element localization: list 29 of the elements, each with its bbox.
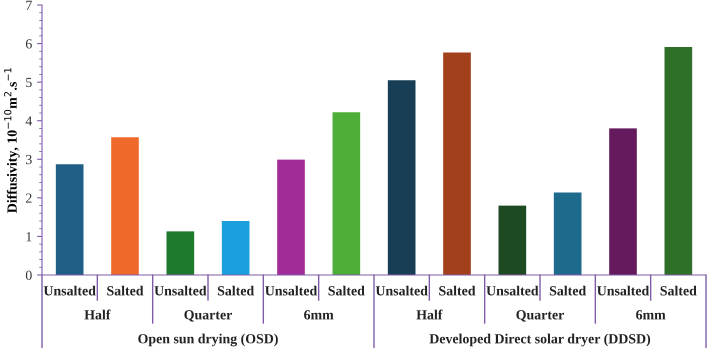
y-tick-label: 4 <box>26 116 32 126</box>
x-tick-label: Unsalted <box>154 286 206 296</box>
y-tick-label: 6 <box>26 39 32 49</box>
text: Half <box>84 310 111 320</box>
x-tick-label: Unsalted <box>486 286 538 296</box>
text: 6mm <box>304 310 334 320</box>
x-tick-label: Unsalted <box>597 286 650 296</box>
x-tick-label: Unsalted <box>44 286 96 296</box>
y-tick-label: 5 <box>26 78 32 88</box>
y-tick-label: 1 <box>26 232 32 242</box>
x-tick-label: Salted <box>660 286 697 296</box>
y-tick-label: 0 <box>26 270 32 280</box>
text: Developed Direct solar dryer (DDSD) <box>430 334 650 346</box>
text: Open sun drying (OSD) <box>138 334 278 346</box>
x-tick-label: Unsalted <box>376 286 428 296</box>
text: Half <box>416 310 443 320</box>
x-tick-label: Salted <box>218 286 254 296</box>
text: 6mm <box>636 310 666 320</box>
x-tick-label: Salted <box>550 286 586 296</box>
x-tick-label: Salted <box>439 286 476 296</box>
y-tick-label: 7 <box>26 0 32 10</box>
y-axis-title: Diffusivity, 10$^{−10}$m$^{2}$.s$^{−1}$ <box>4 68 20 213</box>
x-tick-label: Salted <box>107 286 144 296</box>
text: Quarter <box>184 310 232 322</box>
y-tick-label: 3 <box>26 154 32 164</box>
y-tick-label: 2 <box>26 193 32 203</box>
text: Quarter <box>516 310 564 322</box>
x-tick-label: Salted <box>328 286 365 296</box>
x-tick-label: Unsalted <box>265 286 318 296</box>
